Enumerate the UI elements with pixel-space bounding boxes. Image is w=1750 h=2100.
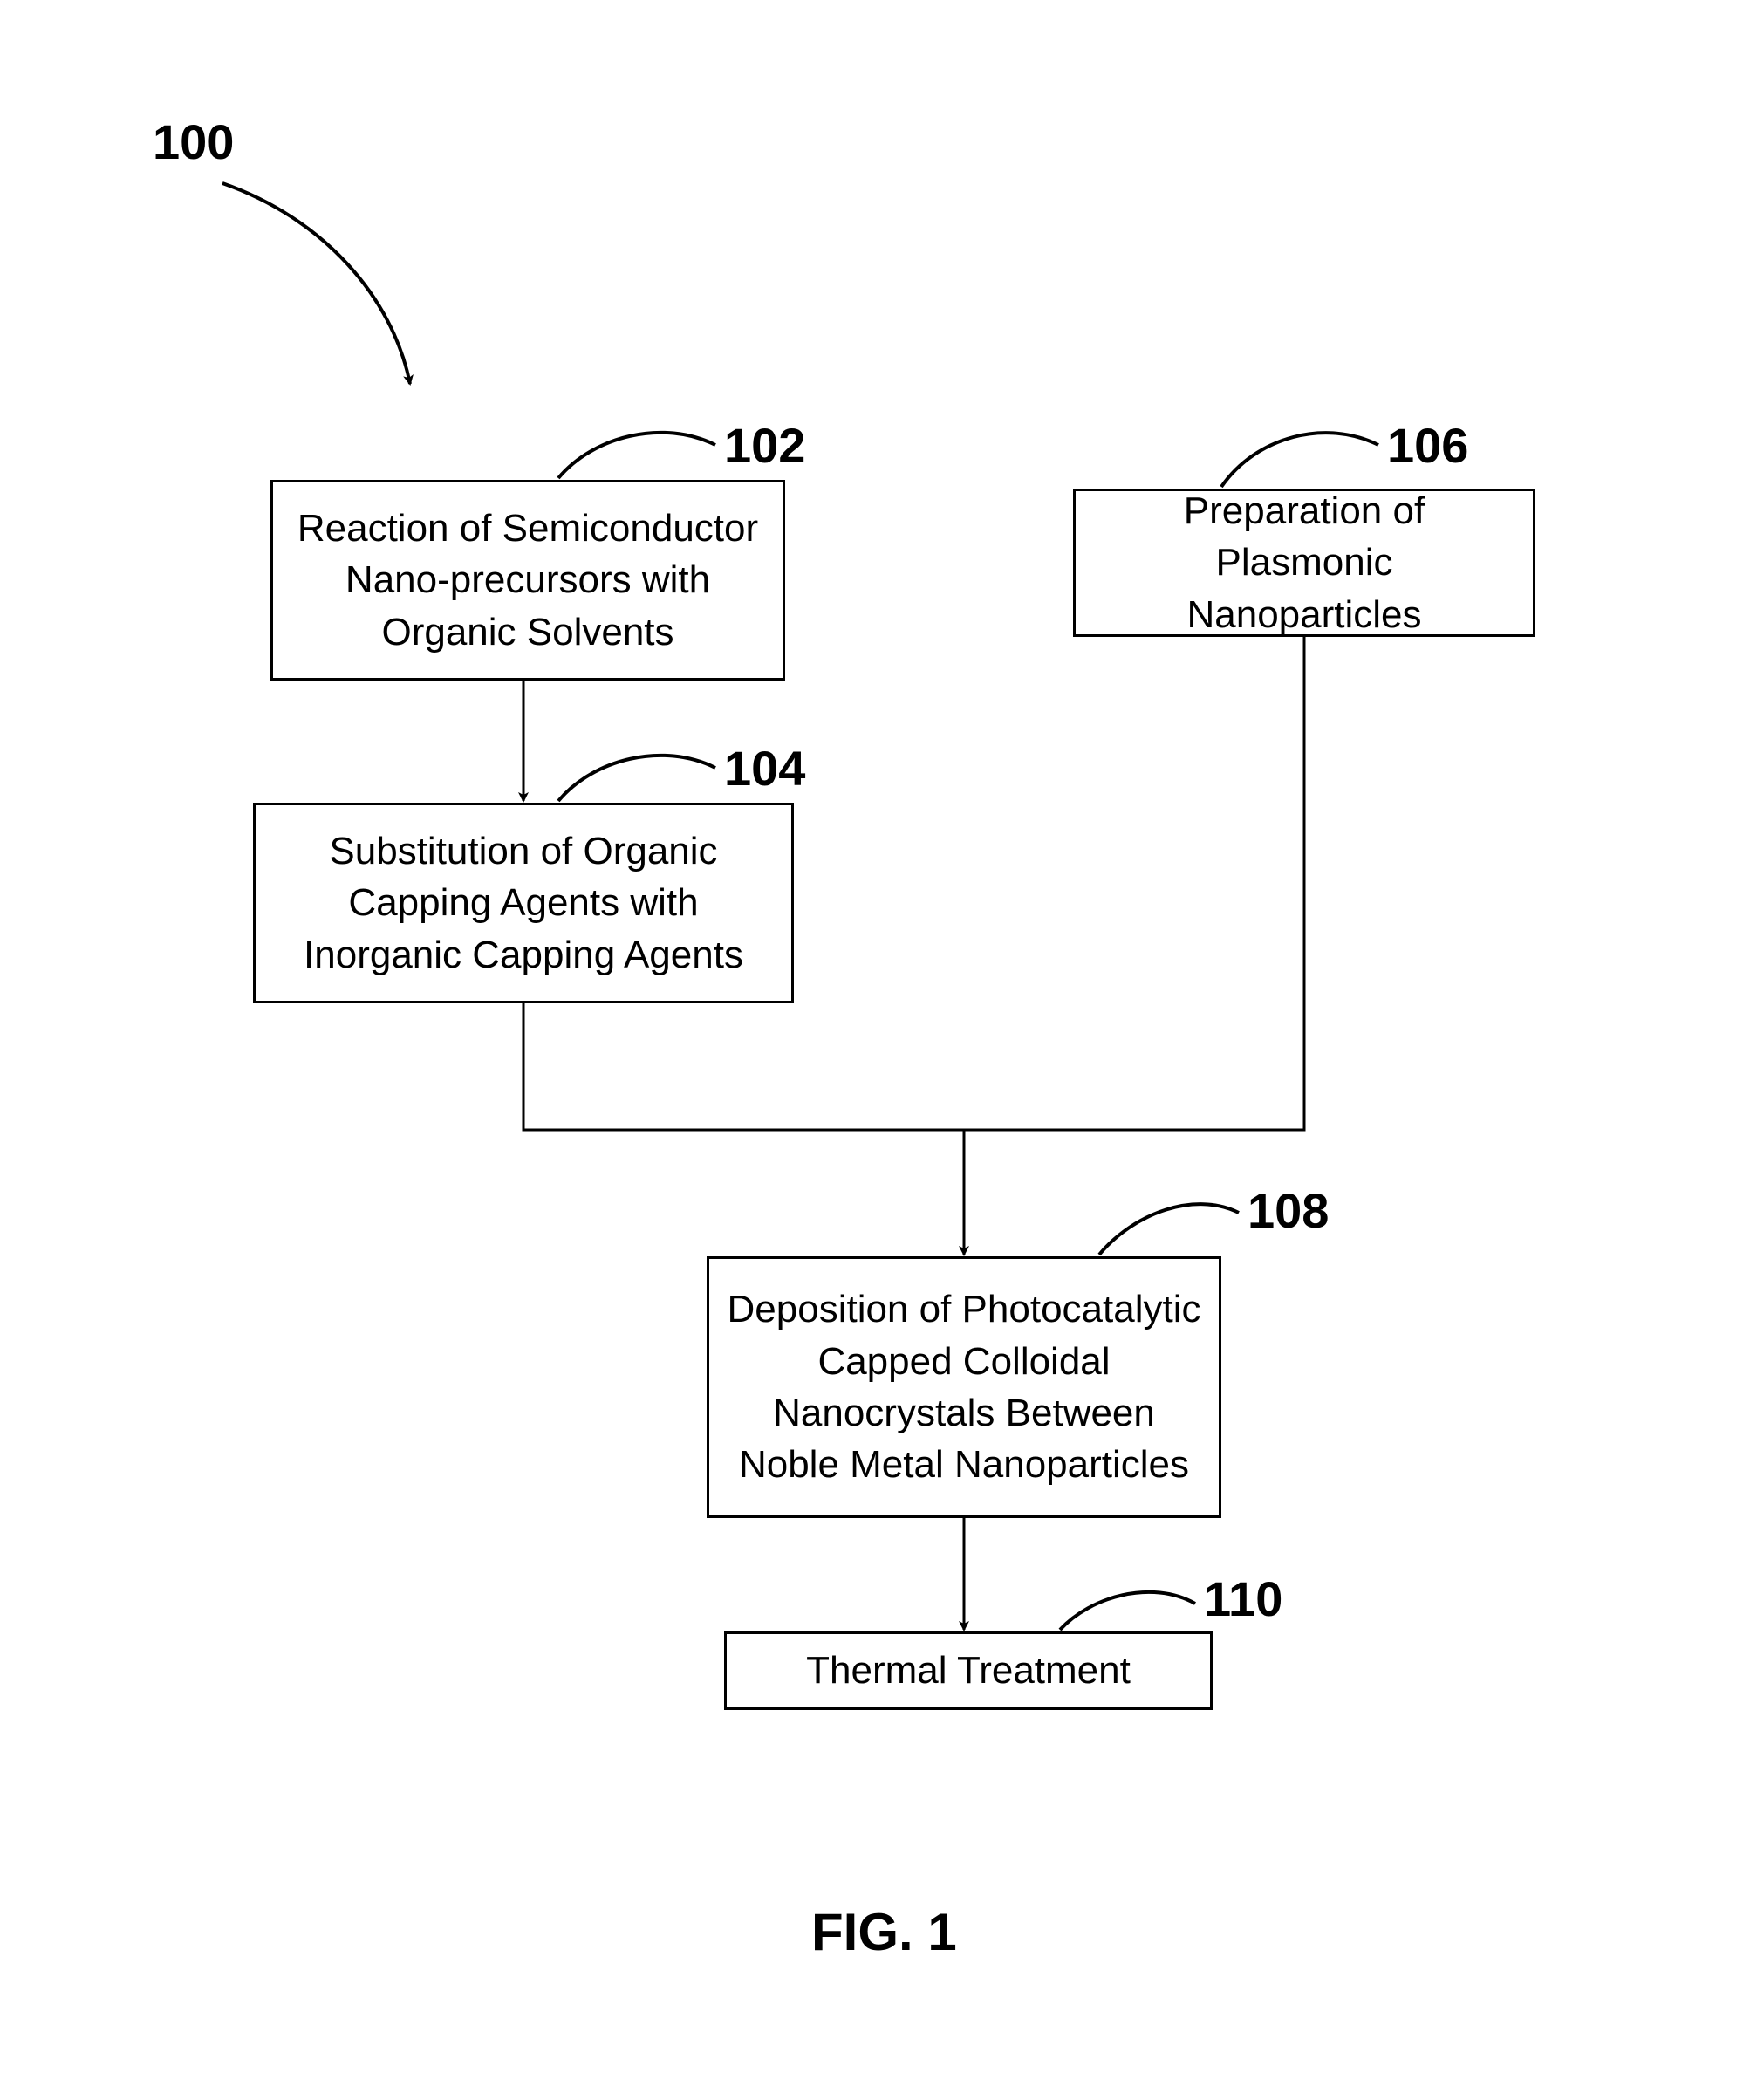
ref-label-110: 110 bbox=[1204, 1570, 1282, 1627]
box-102-text: Reaction of Semiconductor Nano-precursor… bbox=[291, 503, 765, 658]
ref-label-100: 100 bbox=[153, 113, 234, 170]
connector-overlay bbox=[0, 0, 1750, 2100]
callout-curve-102 bbox=[558, 433, 715, 478]
callout-curve-108 bbox=[1099, 1204, 1239, 1255]
box-110-text: Thermal Treatment bbox=[806, 1645, 1131, 1696]
figure-canvas: Reaction of Semiconductor Nano-precursor… bbox=[0, 0, 1750, 2100]
flowchart-box-106: Preparation of Plasmonic Nanoparticles bbox=[1073, 489, 1535, 637]
ref-label-102: 102 bbox=[724, 417, 805, 474]
figure-caption: FIG. 1 bbox=[811, 1902, 957, 1962]
pointer-arrow-100 bbox=[222, 183, 410, 384]
ref-label-104: 104 bbox=[724, 740, 805, 797]
box-106-text: Preparation of Plasmonic Nanoparticles bbox=[1093, 485, 1515, 640]
connector-106-down bbox=[964, 637, 1304, 1130]
callout-curve-110 bbox=[1060, 1592, 1195, 1630]
flowchart-box-110: Thermal Treatment bbox=[724, 1631, 1213, 1710]
flowchart-box-104: Substitution of Organic Capping Agents w… bbox=[253, 803, 794, 1003]
ref-label-108: 108 bbox=[1248, 1182, 1329, 1239]
callout-curve-104 bbox=[558, 756, 715, 801]
box-104-text: Substitution of Organic Capping Agents w… bbox=[273, 825, 774, 981]
ref-label-106: 106 bbox=[1387, 417, 1468, 474]
box-108-text: Deposition of Photocatalytic Capped Coll… bbox=[727, 1283, 1201, 1491]
flowchart-box-108: Deposition of Photocatalytic Capped Coll… bbox=[707, 1256, 1221, 1518]
callout-curve-106 bbox=[1221, 433, 1378, 487]
arrow-104-to-108 bbox=[523, 1003, 964, 1255]
flowchart-box-102: Reaction of Semiconductor Nano-precursor… bbox=[270, 480, 785, 681]
